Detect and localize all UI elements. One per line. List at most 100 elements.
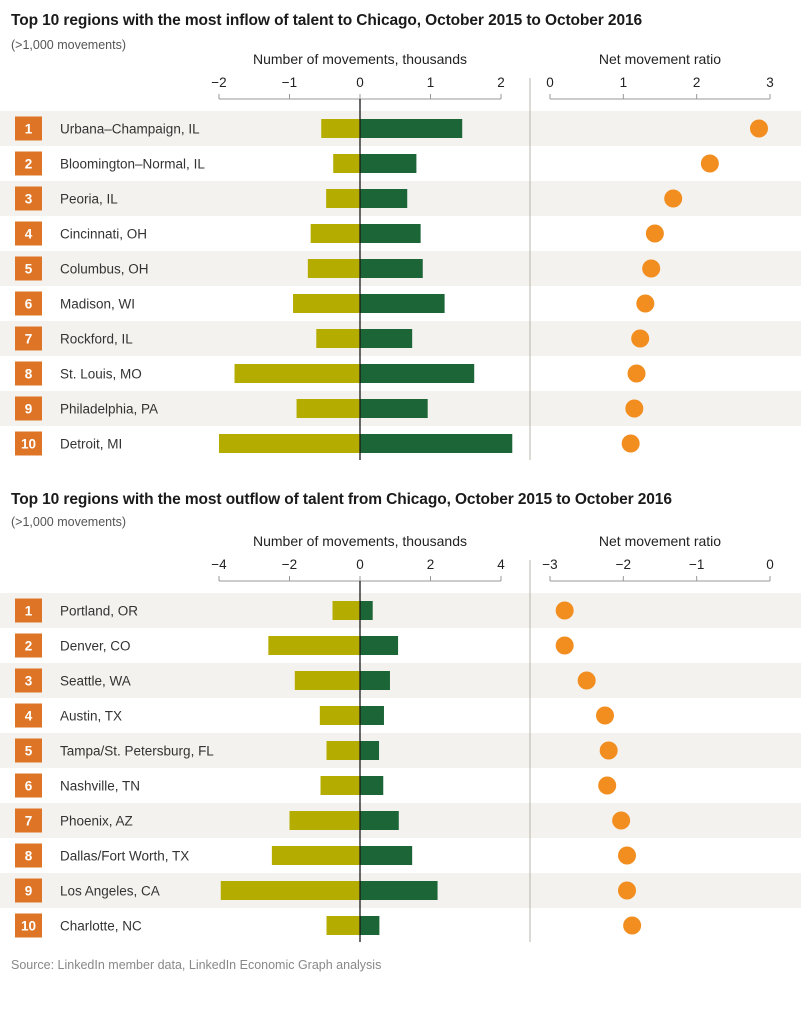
rank-badge bbox=[15, 186, 42, 211]
rank-number: 5 bbox=[25, 262, 33, 277]
region-name: Cincinnati, OH bbox=[60, 227, 147, 242]
movement-axis-tick-label: 4 bbox=[497, 557, 505, 572]
rank-number: 7 bbox=[25, 332, 33, 347]
net-ratio-dot bbox=[627, 364, 646, 383]
outflow-bar bbox=[321, 119, 360, 138]
panel-2-subtitle: (>1,000 movements) bbox=[11, 515, 126, 529]
net-ratio-dot bbox=[612, 811, 631, 830]
rank-number: 6 bbox=[25, 297, 33, 312]
rank-badge bbox=[15, 291, 42, 316]
rank-number: 2 bbox=[25, 157, 33, 172]
movement-axis-tick-label: −1 bbox=[282, 75, 297, 90]
ratio-axis-tick-label: 0 bbox=[546, 75, 554, 90]
net-ratio-dot bbox=[642, 259, 661, 278]
rank-badge bbox=[15, 878, 42, 903]
net-ratio-dot bbox=[631, 329, 650, 348]
outflow-bar bbox=[316, 329, 360, 348]
rank-badge bbox=[15, 396, 42, 421]
movement-axis-tick-label: 1 bbox=[427, 75, 435, 90]
panel-2-ratio-axis-title: Net movement ratio bbox=[598, 533, 722, 549]
inflow-bar bbox=[360, 224, 421, 243]
rank-number: 5 bbox=[25, 744, 33, 759]
movement-axis-tick-label: 2 bbox=[497, 75, 505, 90]
region-name: Los Angeles, CA bbox=[60, 884, 160, 899]
outflow-bar bbox=[307, 259, 360, 278]
inflow-bar bbox=[360, 706, 384, 725]
outflow-bar bbox=[319, 706, 360, 725]
net-ratio-dot bbox=[598, 776, 617, 795]
inflow-bar bbox=[360, 811, 399, 830]
ratio-axis-tick-label: 0 bbox=[766, 557, 774, 572]
rank-badge bbox=[15, 431, 42, 456]
ratio-axis-tick-label: 3 bbox=[766, 75, 774, 90]
net-ratio-dot bbox=[664, 189, 683, 208]
movement-axis-tick-label: −2 bbox=[211, 75, 226, 90]
ratio-axis-tick-label: −2 bbox=[616, 557, 631, 572]
net-ratio-dot bbox=[555, 601, 574, 620]
ratio-axis-tick-label: −3 bbox=[542, 557, 557, 572]
rank-number: 3 bbox=[25, 674, 33, 689]
outflow-bar bbox=[333, 154, 360, 173]
inflow-bar bbox=[360, 259, 423, 278]
outflow-bar bbox=[219, 434, 360, 453]
region-name: Madison, WI bbox=[60, 297, 135, 312]
inflow-bar bbox=[360, 776, 384, 795]
net-ratio-dot bbox=[577, 671, 596, 690]
rank-badge bbox=[15, 256, 42, 281]
region-name: Austin, TX bbox=[60, 709, 122, 724]
inflow-bar bbox=[360, 119, 463, 138]
outflow-bar bbox=[294, 671, 360, 690]
region-name: Seattle, WA bbox=[60, 674, 131, 689]
ratio-axis-tick-label: 2 bbox=[693, 75, 701, 90]
rank-number: 8 bbox=[25, 849, 33, 864]
panel-1-chart: −2 −1 0 1 2 0 1 2 3 1 Urbana–Champaign, IL 2 Bloomin… bbox=[0, 75, 801, 460]
net-ratio-dot bbox=[750, 119, 768, 138]
inflow-bar bbox=[360, 329, 413, 348]
rank-number: 9 bbox=[25, 884, 33, 899]
outflow-bar bbox=[326, 741, 360, 760]
inflow-bar bbox=[360, 916, 380, 935]
inflow-bar bbox=[360, 846, 413, 865]
row-stripe bbox=[0, 593, 801, 628]
outflow-bar bbox=[271, 846, 360, 865]
row-stripe bbox=[0, 663, 801, 698]
movement-axis-tick-label: 0 bbox=[356, 557, 364, 572]
region-name: Urbana–Champaign, IL bbox=[60, 122, 200, 137]
outflow-bar bbox=[320, 776, 360, 795]
panel-2-movements-axis-title: Number of movements, thousands bbox=[253, 533, 467, 549]
net-ratio-dot bbox=[625, 399, 644, 418]
rank-number: 4 bbox=[25, 709, 33, 724]
net-ratio-dot bbox=[700, 154, 719, 173]
rank-badge bbox=[15, 221, 42, 246]
outflow-bar bbox=[332, 601, 360, 620]
region-name: Nashville, TN bbox=[60, 779, 140, 794]
panel-1-ratio-axis-title: Net movement ratio bbox=[598, 51, 722, 67]
region-name: Portland, OR bbox=[60, 604, 138, 619]
rank-badge bbox=[15, 808, 42, 833]
movement-axis-tick-label: 0 bbox=[356, 75, 364, 90]
inflow-bar bbox=[360, 294, 445, 313]
region-name: Peoria, IL bbox=[60, 192, 118, 207]
rank-badge bbox=[15, 598, 42, 623]
rank-badge bbox=[15, 738, 42, 763]
rank-number: 1 bbox=[25, 122, 33, 137]
net-ratio-dot bbox=[645, 224, 664, 243]
net-ratio-dot bbox=[623, 916, 642, 935]
net-ratio-dot bbox=[555, 636, 574, 655]
rank-number: 1 bbox=[25, 604, 33, 619]
rank-badge bbox=[15, 773, 42, 798]
outflow-bar bbox=[310, 224, 360, 243]
inflow-bar bbox=[360, 364, 475, 383]
source-note: Source: LinkedIn member data, LinkedIn E… bbox=[11, 958, 382, 972]
region-name: Philadelphia, PA bbox=[60, 402, 158, 417]
row-stripe bbox=[0, 733, 801, 768]
region-name: Rockford, IL bbox=[60, 332, 133, 347]
panel-1-subtitle: (>1,000 movements) bbox=[11, 38, 126, 52]
rank-number: 4 bbox=[25, 227, 33, 242]
outflow-bar bbox=[289, 811, 360, 830]
rank-badge bbox=[15, 361, 42, 386]
region-name: Tampa/St. Petersburg, FL bbox=[60, 744, 214, 759]
rank-badge bbox=[15, 326, 42, 351]
outflow-bar bbox=[268, 636, 360, 655]
outflow-bar bbox=[293, 294, 360, 313]
